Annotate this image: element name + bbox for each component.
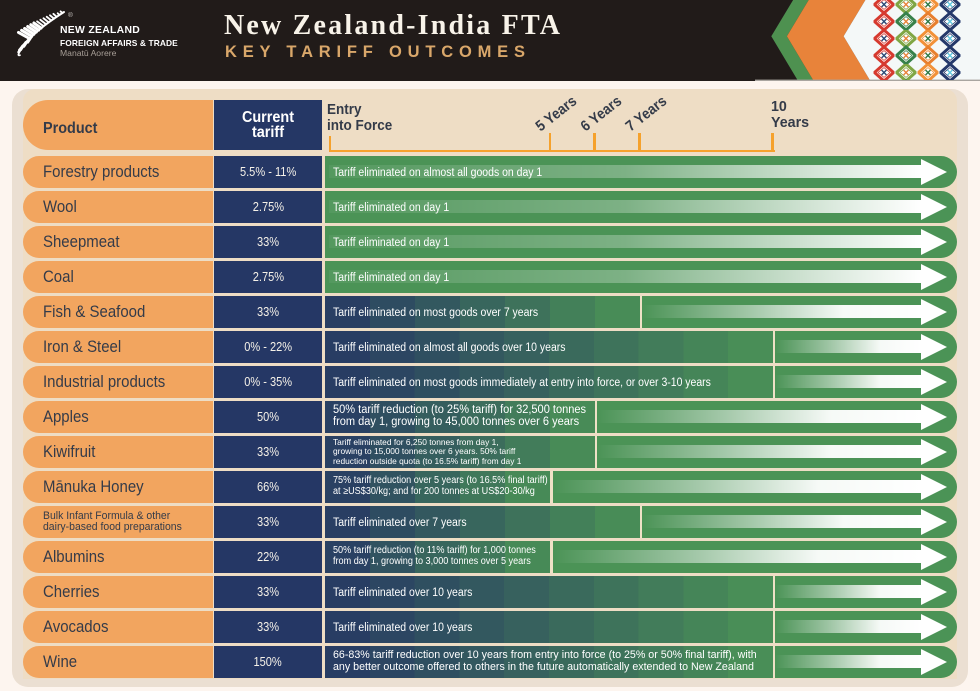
svg-text:®: ® — [68, 11, 73, 19]
